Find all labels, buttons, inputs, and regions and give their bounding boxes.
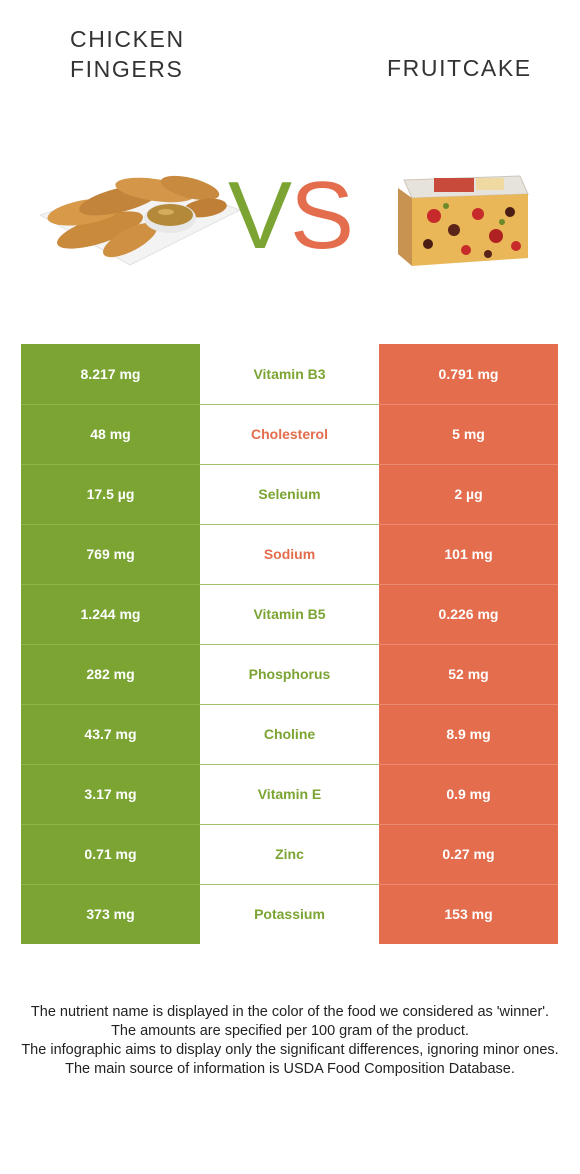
nutrient-name-cell: Selenium <box>200 464 379 525</box>
table-row: 282 mg Phosphorus 52 mg <box>21 644 558 705</box>
nutrient-name-cell: Phosphorus <box>200 644 379 705</box>
right-value-cell: 8.9 mg <box>379 704 558 765</box>
right-value-cell: 2 µg <box>379 464 558 525</box>
left-value-cell: 48 mg <box>21 404 200 465</box>
right-value-cell: 5 mg <box>379 404 558 465</box>
vs-letter-v: V <box>228 168 292 258</box>
right-value-cell: 101 mg <box>379 524 558 585</box>
right-value-cell: 52 mg <box>379 644 558 705</box>
right-value-cell: 0.791 mg <box>379 344 558 405</box>
right-value-cell: 153 mg <box>379 884 558 944</box>
footer-line-source-note: The main source of information is USDA F… <box>65 1061 515 1077</box>
table-row: 1.244 mg Vitamin B5 0.226 mg <box>21 584 558 645</box>
footer-line-differences-note: The infographic aims to display only the… <box>21 1042 559 1058</box>
nutrient-name-cell: Sodium <box>200 524 379 585</box>
footer-line-amounts-note: The amounts are specified per 100 gram o… <box>111 1023 469 1039</box>
left-value-cell: 373 mg <box>21 884 200 944</box>
right-value-cell: 0.226 mg <box>379 584 558 645</box>
table-row: 17.5 µg Selenium 2 µg <box>21 464 558 525</box>
left-value-cell: 3.17 mg <box>21 764 200 825</box>
chicken-fingers-image <box>40 175 240 266</box>
comparison-table: 8.217 mg Vitamin B3 0.791 mg 48 mg Cholester… <box>21 344 558 944</box>
left-value-cell: 0.71 mg <box>21 824 200 885</box>
left-value-cell: 17.5 µg <box>21 464 200 525</box>
table-row: 769 mg Sodium 101 mg <box>21 524 558 585</box>
fruitcake-image <box>398 175 529 266</box>
nutrient-name-cell: Potassium <box>200 884 379 944</box>
table-row: 43.7 mg Choline 8.9 mg <box>21 704 558 765</box>
nutrient-name-cell: Zinc <box>200 824 379 885</box>
right-value-cell: 0.27 mg <box>379 824 558 885</box>
left-food-title: CHICKEN FINGERS <box>70 26 185 82</box>
table-row: 48 mg Cholesterol 5 mg <box>21 404 558 465</box>
table-row: 3.17 mg Vitamin E 0.9 mg <box>21 764 558 825</box>
left-value-cell: 43.7 mg <box>21 704 200 765</box>
vs-label: V S <box>228 168 352 258</box>
table-row: 0.71 mg Zinc 0.27 mg <box>21 824 558 885</box>
nutrient-name-cell: Vitamin B5 <box>200 584 379 645</box>
header: CHICKEN FINGERS FRUITCAKE V S <box>0 0 580 320</box>
left-value-cell: 8.217 mg <box>21 344 200 405</box>
left-value-cell: 1.244 mg <box>21 584 200 645</box>
table-row: 373 mg Potassium 153 mg <box>21 884 558 944</box>
right-value-cell: 0.9 mg <box>379 764 558 825</box>
footer-line-winner-note: The nutrient name is displayed in the co… <box>30 1004 550 1020</box>
left-value-cell: 282 mg <box>21 644 200 705</box>
table-row: 8.217 mg Vitamin B3 0.791 mg <box>21 344 558 405</box>
left-value-cell: 769 mg <box>21 524 200 585</box>
footer-notes: The nutrient name is displayed in the co… <box>20 1003 560 1079</box>
vs-letter-s: S <box>290 168 352 258</box>
comparison-rows: 8.217 mg Vitamin B3 0.791 mg 48 mg Cholester… <box>21 344 558 944</box>
nutrient-name-cell: Vitamin E <box>200 764 379 825</box>
nutrient-name-cell: Cholesterol <box>200 404 379 465</box>
right-food-title: FRUITCAKE <box>387 55 532 81</box>
nutrient-name-cell: Choline <box>200 704 379 765</box>
nutrient-name-cell: Vitamin B3 <box>200 344 379 405</box>
